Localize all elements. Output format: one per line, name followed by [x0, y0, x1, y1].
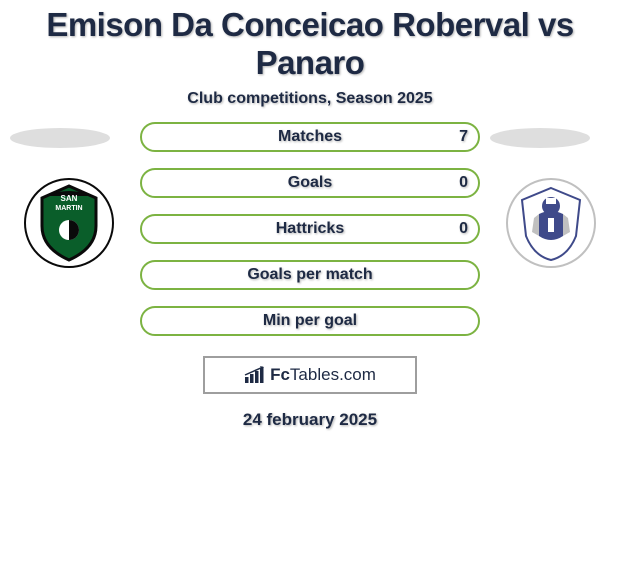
stat-bar-value-right: 7 — [459, 124, 468, 150]
subtitle: Club competitions, Season 2025 — [0, 90, 620, 108]
stat-bar-value-right: 0 — [459, 170, 468, 196]
svg-text:SAN: SAN — [61, 194, 78, 203]
shield-icon: SAN MARTIN — [24, 178, 114, 268]
stat-bar: Hattricks0 — [140, 214, 480, 244]
page-title: Emison Da Conceicao Roberval vs Panaro — [0, 0, 620, 82]
stats-comparison-card: Emison Da Conceicao Roberval vs Panaro C… — [0, 0, 620, 580]
club-right-badge — [506, 178, 596, 268]
brand-prefix: Fc — [270, 365, 290, 384]
shield-icon — [506, 178, 596, 268]
svg-text:MARTIN: MARTIN — [55, 205, 82, 212]
stat-bar: Goals per match — [140, 260, 480, 290]
stat-bars: Matches7Goals0Hattricks0Goals per matchM… — [140, 122, 480, 352]
stat-bar-label: Min per goal — [142, 308, 478, 334]
stat-bar: Min per goal — [140, 306, 480, 336]
stat-bar-label: Hattricks — [142, 216, 478, 242]
club-left-badge: SAN MARTIN — [24, 178, 114, 268]
stat-bar-label: Goals per match — [142, 262, 478, 288]
brand-suffix: Tables.com — [290, 365, 376, 384]
stat-bar: Goals0 — [140, 168, 480, 198]
brand-text: FcTables.com — [270, 365, 376, 385]
stat-bar-label: Goals — [142, 170, 478, 196]
stat-bar-label: Matches — [142, 124, 478, 150]
player-right-placeholder — [490, 128, 590, 148]
stat-bar: Matches7 — [140, 122, 480, 152]
brand-box: FcTables.com — [203, 356, 417, 394]
date-text: 24 february 2025 — [0, 410, 620, 430]
player-left-placeholder — [10, 128, 110, 148]
chart-icon — [244, 366, 266, 384]
stat-bar-value-right: 0 — [459, 216, 468, 242]
